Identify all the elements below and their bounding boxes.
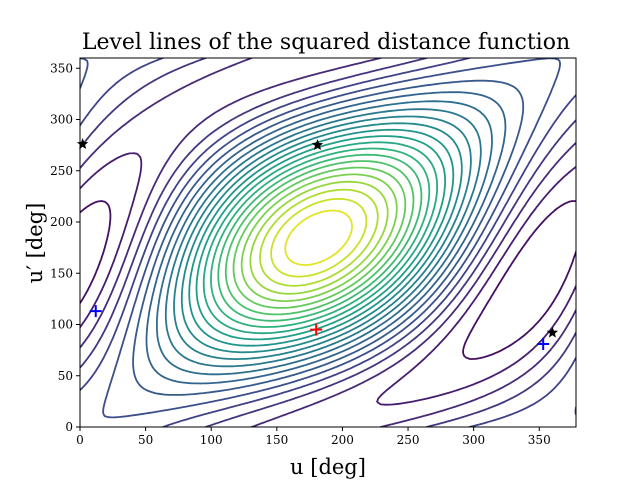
y-tick-label: 200 (50, 215, 73, 229)
contour-level (259, 188, 379, 287)
y-tick-label: 100 (50, 318, 73, 332)
star-marker (311, 139, 324, 150)
y-tick-label: 50 (58, 369, 73, 383)
x-tick-label: 0 (76, 433, 84, 447)
contour-level (195, 135, 446, 341)
chart-title: Level lines of the squared distance func… (82, 30, 570, 55)
contour-level (249, 180, 389, 295)
star-marker (546, 326, 559, 338)
x-tick-label: 350 (528, 433, 551, 447)
x-tick-label: 150 (265, 433, 288, 447)
x-tick-label: 300 (462, 433, 485, 447)
plus-marker (89, 305, 102, 318)
contour-level (188, 128, 455, 347)
x-tick-label: 250 (397, 433, 420, 447)
contour-level (145, 91, 507, 385)
contour-level (270, 198, 368, 278)
contour-level (232, 166, 407, 309)
x-axis: 0 50 100 150 200 250 300 350 (76, 427, 551, 447)
y-axis: 0 50 100 150 200 250 300 350 (50, 61, 80, 434)
y-tick-label: 0 (65, 420, 73, 434)
contour-level (80, 58, 576, 419)
y-tick-label: 350 (50, 61, 73, 75)
contour-level (240, 173, 398, 302)
y-axis-label: u′ [deg] (23, 203, 47, 284)
x-tick-label: 50 (138, 433, 153, 447)
contour-level (173, 115, 472, 360)
contour-level (156, 100, 493, 376)
contour-level (210, 147, 431, 328)
contour-level (164, 108, 482, 368)
contour-level (284, 209, 353, 266)
contour-level (80, 200, 576, 360)
contour-level (180, 122, 463, 354)
y-tick-label: 250 (50, 164, 73, 178)
star-marker (76, 138, 89, 149)
y-tick-label: 300 (50, 113, 73, 127)
contour-level (132, 79, 525, 396)
contour-level (224, 160, 415, 316)
contour-lines (80, 58, 576, 427)
plus-marker (310, 323, 323, 336)
x-axis-label: u [deg] (290, 455, 366, 479)
plot-frame (79, 57, 577, 428)
x-tick-label: 100 (200, 433, 223, 447)
marker-layer (76, 138, 559, 350)
y-tick-label: 150 (50, 266, 73, 280)
plus-marker (537, 337, 550, 350)
contour-level (217, 153, 423, 322)
x-tick-label: 200 (331, 433, 354, 447)
contour-level (202, 141, 438, 335)
